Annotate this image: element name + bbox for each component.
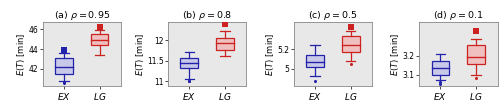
Title: (d) $\rho = 0.1$: (d) $\rho = 0.1$	[433, 9, 484, 22]
Bar	[467, 45, 485, 64]
Title: (b) $\rho = 0.8$: (b) $\rho = 0.8$	[182, 9, 232, 22]
Y-axis label: $E(T)$ [min]: $E(T)$ [min]	[15, 32, 27, 76]
Bar	[432, 61, 450, 75]
Y-axis label: $E(T)$ [min]: $E(T)$ [min]	[390, 32, 402, 76]
Title: (a) $\rho = 0.95$: (a) $\rho = 0.95$	[54, 9, 110, 22]
Bar	[90, 34, 108, 45]
Bar	[306, 55, 324, 67]
Y-axis label: $E(T)$ [min]: $E(T)$ [min]	[264, 32, 276, 76]
Y-axis label: $E(T)$ [min]: $E(T)$ [min]	[134, 32, 145, 76]
Bar	[342, 36, 359, 52]
Bar	[55, 58, 73, 74]
Title: (c) $\rho = 0.5$: (c) $\rho = 0.5$	[308, 9, 358, 22]
Bar	[216, 38, 234, 51]
Bar	[180, 57, 198, 68]
